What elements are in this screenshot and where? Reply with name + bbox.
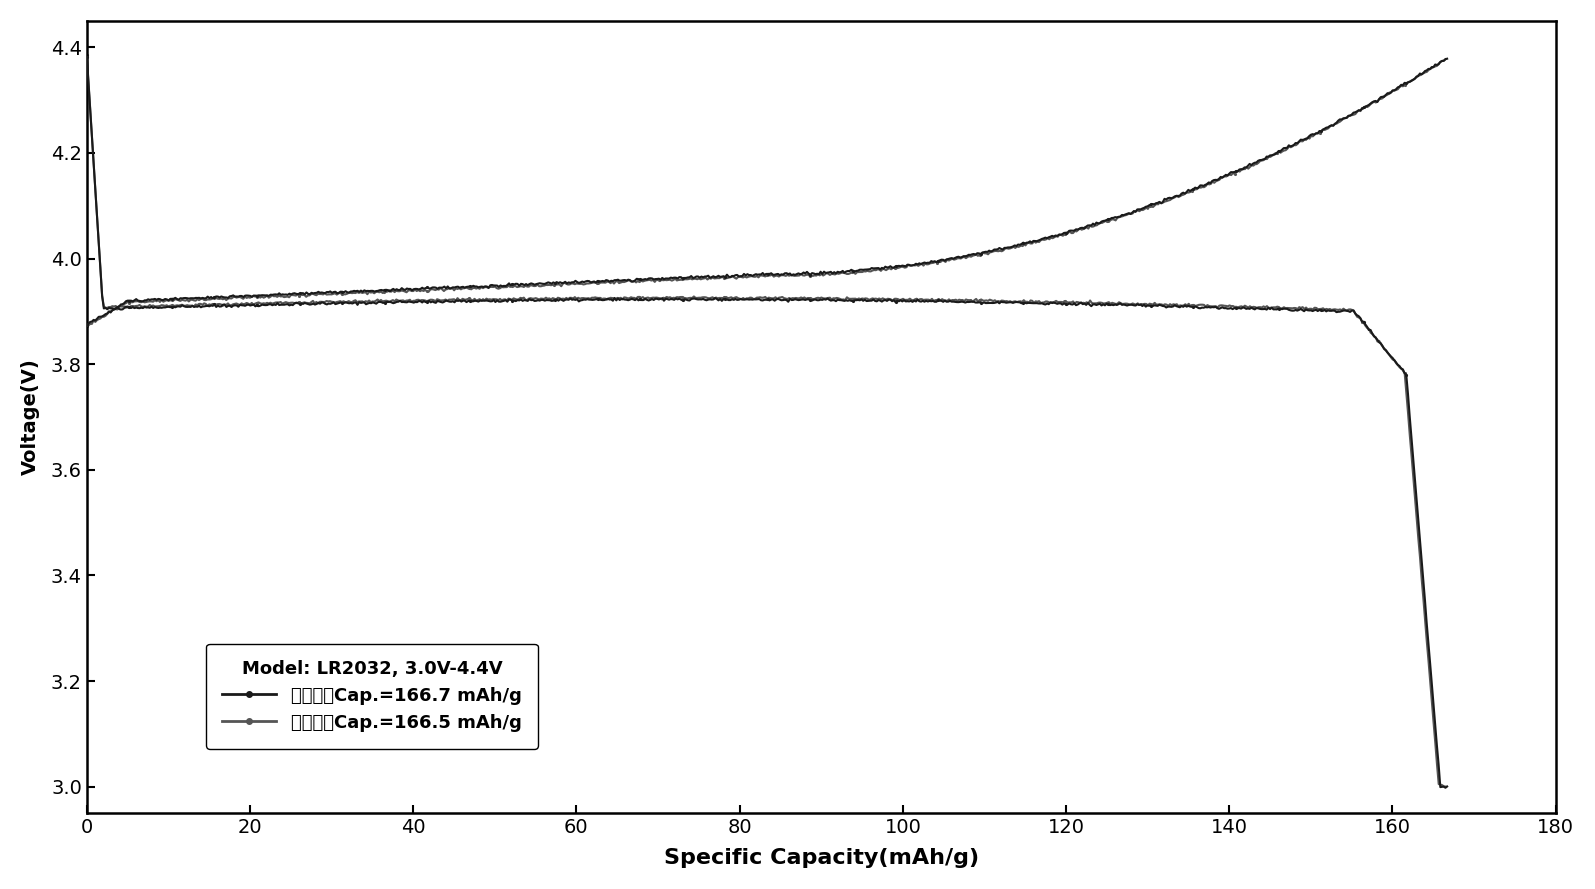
X-axis label: Specific Capacity(mAh/g): Specific Capacity(mAh/g) [664, 848, 979, 869]
Y-axis label: Voltage(V): Voltage(V) [21, 358, 40, 476]
Legend: 改性前，Cap.=166.7 mAh/g, 改性后，Cap.=166.5 mAh/g: 改性前，Cap.=166.7 mAh/g, 改性后，Cap.=166.5 mAh… [206, 644, 538, 749]
